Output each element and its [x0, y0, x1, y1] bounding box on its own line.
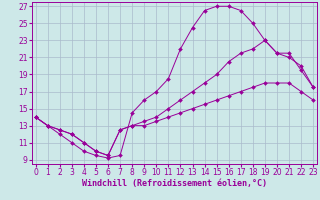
- X-axis label: Windchill (Refroidissement éolien,°C): Windchill (Refroidissement éolien,°C): [82, 179, 267, 188]
